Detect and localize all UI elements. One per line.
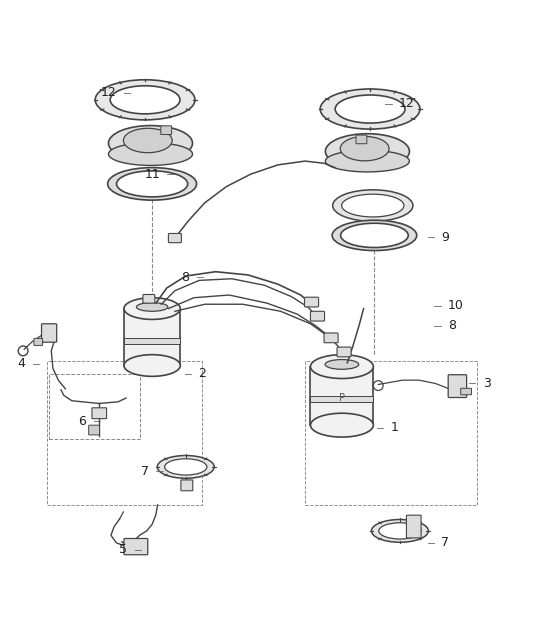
Text: 12: 12	[399, 97, 415, 110]
Bar	[49, 374, 140, 439]
Text: 3: 3	[483, 377, 490, 390]
Ellipse shape	[165, 459, 207, 475]
FancyBboxPatch shape	[92, 408, 107, 419]
FancyBboxPatch shape	[89, 425, 100, 435]
Ellipse shape	[108, 168, 197, 200]
Ellipse shape	[342, 194, 404, 217]
Ellipse shape	[311, 413, 373, 437]
FancyBboxPatch shape	[41, 324, 57, 342]
FancyBboxPatch shape	[337, 347, 351, 357]
Ellipse shape	[341, 223, 408, 247]
Ellipse shape	[124, 298, 180, 320]
Ellipse shape	[136, 303, 168, 311]
Ellipse shape	[108, 126, 192, 161]
FancyBboxPatch shape	[168, 234, 181, 242]
Ellipse shape	[123, 128, 172, 153]
FancyBboxPatch shape	[461, 388, 471, 395]
Bar	[124, 338, 180, 344]
Ellipse shape	[332, 190, 413, 221]
Text: 1: 1	[391, 421, 398, 435]
Bar	[311, 396, 373, 402]
Ellipse shape	[372, 519, 428, 542]
Polygon shape	[311, 367, 373, 425]
Ellipse shape	[379, 522, 421, 539]
Ellipse shape	[117, 171, 187, 197]
FancyBboxPatch shape	[324, 333, 338, 343]
Ellipse shape	[340, 136, 389, 161]
Text: 6: 6	[78, 415, 86, 428]
FancyBboxPatch shape	[124, 538, 148, 555]
FancyBboxPatch shape	[448, 375, 467, 398]
Text: 2: 2	[198, 367, 207, 380]
Ellipse shape	[158, 455, 214, 479]
Text: 8: 8	[448, 320, 456, 332]
Text: 7: 7	[141, 465, 149, 478]
Ellipse shape	[332, 220, 417, 251]
FancyBboxPatch shape	[143, 295, 155, 303]
Ellipse shape	[124, 355, 180, 376]
Ellipse shape	[95, 80, 195, 120]
FancyBboxPatch shape	[161, 126, 172, 134]
Text: 7: 7	[441, 536, 450, 550]
Bar	[47, 361, 202, 505]
Ellipse shape	[325, 150, 409, 172]
Bar	[305, 361, 477, 505]
Ellipse shape	[325, 360, 359, 369]
Text: 10: 10	[448, 300, 464, 312]
FancyBboxPatch shape	[407, 515, 421, 538]
FancyBboxPatch shape	[305, 297, 319, 307]
Text: 11: 11	[144, 168, 160, 181]
Text: 12: 12	[101, 86, 117, 99]
Ellipse shape	[335, 95, 405, 123]
Ellipse shape	[320, 89, 420, 129]
Text: 9: 9	[441, 230, 449, 244]
Text: 8: 8	[181, 271, 189, 284]
Polygon shape	[124, 308, 180, 365]
Ellipse shape	[108, 143, 192, 165]
Text: 5: 5	[119, 543, 128, 556]
FancyBboxPatch shape	[311, 311, 325, 321]
FancyBboxPatch shape	[181, 480, 193, 490]
Text: 4: 4	[17, 357, 26, 371]
FancyBboxPatch shape	[34, 338, 43, 345]
Ellipse shape	[110, 86, 180, 114]
Ellipse shape	[311, 355, 373, 379]
Text: P: P	[339, 393, 345, 403]
Ellipse shape	[325, 134, 409, 169]
FancyBboxPatch shape	[356, 135, 367, 144]
